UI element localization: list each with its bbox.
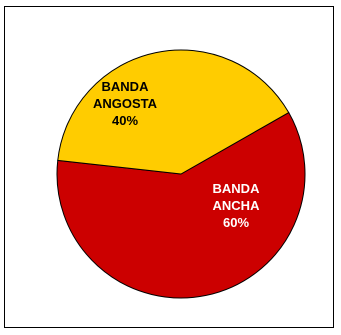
slice-label-banda-ancha: BANDA ANCHA 60% xyxy=(213,181,261,230)
slice-label-banda-angosta: BANDA ANGOSTA 40% xyxy=(93,79,158,128)
pie-slice-banda-angosta xyxy=(57,49,290,175)
pie-labels: BANDA ANCHA 60% BANDA ANGOSTA 40% xyxy=(93,79,260,230)
pie-slices xyxy=(56,49,306,299)
pie-slice-banda-ancha xyxy=(56,111,306,299)
